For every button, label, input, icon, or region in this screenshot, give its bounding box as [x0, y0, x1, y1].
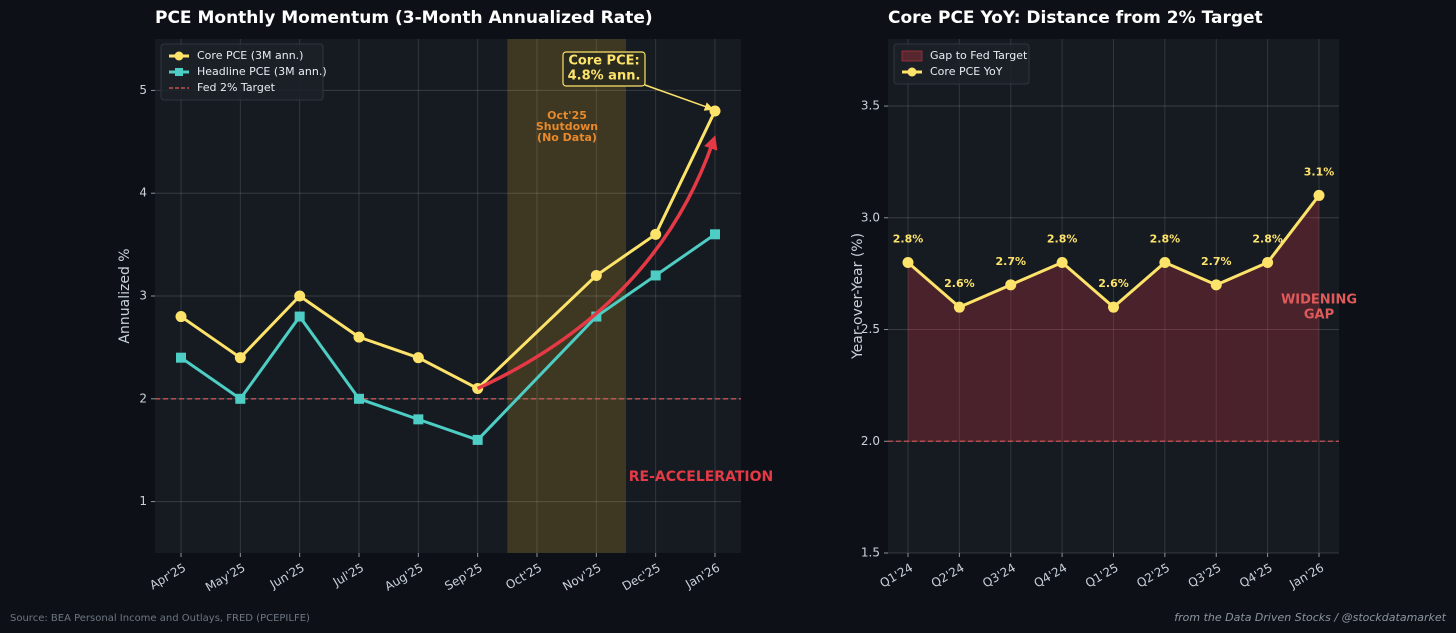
- annotation: (No Data): [537, 131, 597, 144]
- legend-box: [160, 43, 324, 101]
- marker: [902, 256, 914, 268]
- annotation: Core PCE:: [568, 54, 639, 69]
- marker: [1313, 189, 1325, 201]
- marker: [591, 311, 602, 322]
- marker: [953, 301, 965, 313]
- series-bridge: [476, 315, 598, 441]
- marker: [709, 105, 721, 117]
- credit: from the Data Driven Stocks / @stockdata…: [1174, 611, 1446, 624]
- legend-label: Core PCE YoY: [930, 65, 1003, 78]
- y-tick-label: 5: [139, 83, 147, 97]
- y-tick-label: 3: [139, 289, 147, 303]
- marker: [175, 311, 187, 323]
- marker: [235, 393, 246, 404]
- y-tick-label: 3.0: [861, 210, 880, 224]
- y-tick-label: 1: [139, 494, 147, 508]
- legend-marker: [175, 68, 183, 76]
- marker: [1108, 301, 1119, 313]
- marker: [1159, 256, 1171, 268]
- legend-box: [893, 43, 1030, 85]
- value-label: 2.8%: [893, 232, 924, 245]
- callout-arrow: [644, 84, 714, 111]
- marker: [412, 352, 424, 364]
- marker: [472, 434, 483, 445]
- annotation: GAP: [1304, 308, 1334, 323]
- callout-box: [562, 51, 646, 87]
- gap-area: [908, 195, 1319, 442]
- annotation: 4.8% ann.: [568, 69, 641, 84]
- y-axis-label: Year-over-Year (%): [850, 233, 866, 360]
- marker: [590, 269, 602, 281]
- value-label: 2.8%: [1252, 232, 1283, 245]
- annotation: RE-ACCELERATION: [629, 469, 774, 485]
- value-label: 3.1%: [1304, 165, 1335, 178]
- legend-label: Headline PCE (3M ann.): [197, 65, 327, 78]
- value-label: 2.6%: [1098, 277, 1129, 290]
- annotation: Shutdown: [536, 120, 598, 133]
- marker: [354, 393, 364, 404]
- marker: [234, 352, 246, 364]
- annotation: WIDENING: [1281, 293, 1357, 308]
- source-note: Source: BEA Personal Income and Outlays,…: [10, 613, 310, 624]
- marker: [650, 270, 661, 281]
- value-label: 2.8%: [1150, 232, 1181, 245]
- marker: [650, 228, 662, 240]
- marker: [1210, 279, 1222, 291]
- y-tick-label: 3.5: [861, 99, 880, 113]
- value-label: 2.7%: [1201, 255, 1232, 268]
- y-tick-label: 2: [139, 391, 147, 405]
- chart-title: PCE Monthly Momentum (3-Month Annualized…: [155, 8, 653, 28]
- marker: [294, 290, 306, 302]
- y-tick-label: 2.5: [861, 322, 880, 336]
- legend-label: Core PCE (3M ann.): [197, 49, 303, 62]
- plot-area: [888, 39, 1339, 553]
- value-label: 2.8%: [1047, 232, 1078, 245]
- legend-marker: [907, 67, 917, 77]
- marker: [1262, 256, 1274, 268]
- marker: [294, 311, 305, 322]
- legend-label: Fed 2% Target: [197, 81, 276, 94]
- legend-label: Gap to Fed Target: [930, 49, 1028, 62]
- legend-swatch: [901, 50, 923, 62]
- marker: [353, 331, 365, 343]
- plot-area: [155, 39, 741, 553]
- marker: [1056, 256, 1068, 268]
- value-label: 2.7%: [995, 255, 1026, 268]
- marker: [710, 229, 720, 240]
- marker: [176, 352, 186, 363]
- y-tick-label: 2.0: [861, 434, 880, 448]
- series-bridge: [476, 274, 598, 390]
- value-label: 2.6%: [944, 277, 975, 290]
- marker: [413, 414, 424, 425]
- trend-arrow: [476, 135, 718, 391]
- y-tick-label: 1.5: [861, 546, 880, 560]
- shutdown-band: [507, 39, 626, 553]
- annotation: Oct'25: [547, 109, 587, 122]
- chart-title: Core PCE YoY: Distance from 2% Target: [888, 8, 1263, 28]
- legend-marker: [174, 51, 184, 61]
- y-tick-label: 4: [139, 186, 147, 200]
- y-axis-label: Annualized %: [117, 248, 133, 343]
- marker: [1005, 279, 1017, 291]
